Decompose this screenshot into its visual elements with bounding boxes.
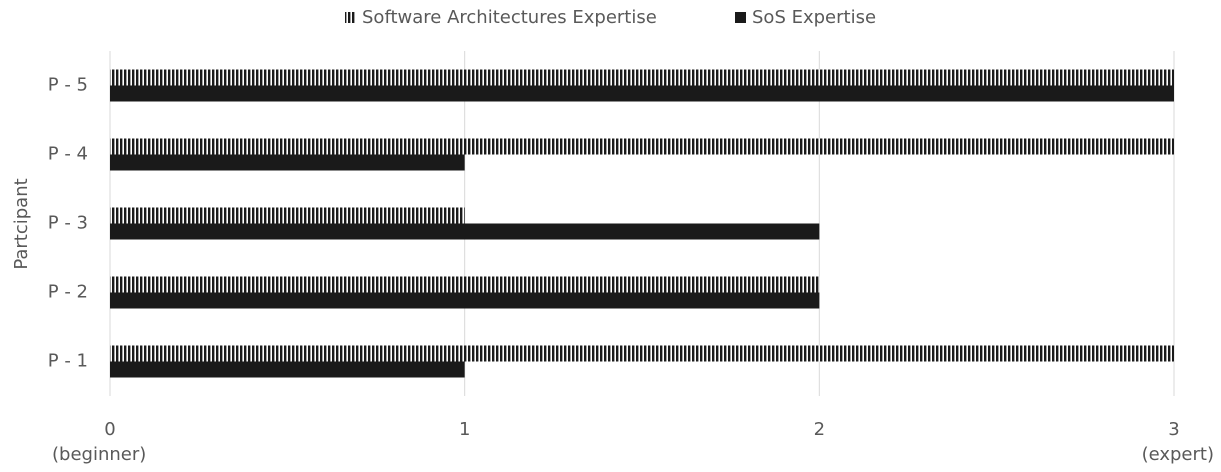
bar (110, 345, 1174, 362)
y-tick-label: P - 2 (48, 282, 88, 303)
bar (110, 207, 465, 224)
bar (110, 69, 1174, 86)
y-axis-title: Partcipant (11, 178, 32, 269)
legend-label: SoS Expertise (752, 7, 876, 28)
bar (110, 292, 820, 309)
y-tick-label: P - 4 (48, 144, 88, 165)
y-tick-label: P - 1 (48, 351, 88, 372)
legend-label: Software Architectures Expertise (362, 7, 657, 28)
y-tick-label: P - 5 (48, 75, 88, 96)
y-tick-label: P - 3 (48, 213, 88, 234)
legend-swatch (345, 12, 356, 23)
bar (110, 85, 1174, 102)
x-tick-label: 1 (459, 419, 470, 440)
annotation: (expert) (1142, 444, 1214, 465)
x-tick-label: 2 (814, 419, 825, 440)
x-tick-label: 0 (104, 419, 115, 440)
x-tick-label: 3 (1168, 419, 1179, 440)
bar (110, 138, 1174, 155)
annotation: (beginner) (52, 444, 146, 465)
legend-swatch (735, 12, 746, 23)
bar (110, 276, 820, 293)
bar (110, 223, 820, 240)
bar (110, 361, 465, 378)
bar (110, 154, 465, 171)
